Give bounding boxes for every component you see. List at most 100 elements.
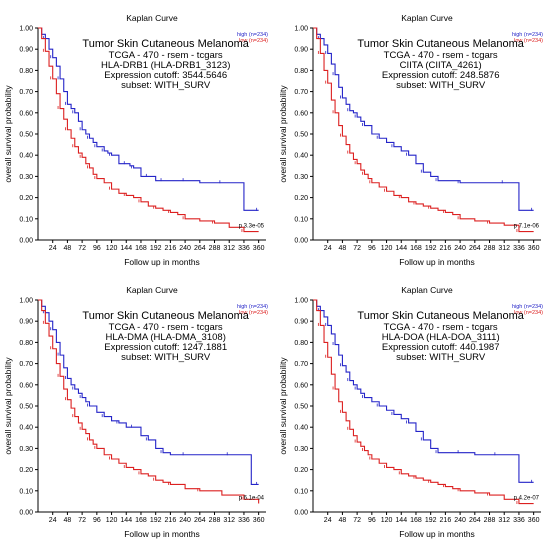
y-tick-label: 0.10 bbox=[19, 216, 33, 223]
legend-high: high (n=234) bbox=[512, 32, 543, 38]
y-tick-label: 0.20 bbox=[294, 195, 308, 202]
x-tick-label: 144 bbox=[120, 245, 132, 252]
x-tick-label: 336 bbox=[238, 517, 250, 524]
subtitle-line: Expression cutoff: 1247.1881 bbox=[104, 342, 227, 353]
x-axis-label: Follow up in months bbox=[399, 257, 475, 267]
x-tick-label: 288 bbox=[209, 517, 221, 524]
x-tick-label: 360 bbox=[253, 245, 265, 252]
x-tick-label: 216 bbox=[165, 245, 177, 252]
y-tick-label: 0.80 bbox=[294, 340, 308, 347]
y-tick-label: 0.80 bbox=[19, 340, 33, 347]
x-tick-label: 96 bbox=[93, 517, 101, 524]
x-tick-label: 216 bbox=[440, 517, 452, 524]
legend-low: low (n=234) bbox=[514, 310, 543, 316]
y-tick-label: 0.30 bbox=[294, 174, 308, 181]
y-tick-label: 0.10 bbox=[294, 488, 308, 495]
subtitle-cancer-type: Tumor Skin Cutaneous Melanoma bbox=[82, 38, 249, 50]
y-tick-label: 0.50 bbox=[294, 132, 308, 139]
y-tick-label: 0.30 bbox=[294, 446, 308, 453]
x-tick-label: 312 bbox=[223, 517, 235, 524]
p-value-label: p 7.1e-06 bbox=[514, 223, 540, 229]
y-axis-label: overall survival probability bbox=[3, 85, 13, 183]
y-tick-label: 0.70 bbox=[294, 361, 308, 368]
x-tick-label: 168 bbox=[410, 517, 422, 524]
x-tick-label: 168 bbox=[135, 245, 147, 252]
x-tick-label: 336 bbox=[513, 245, 525, 252]
x-tick-label: 24 bbox=[49, 517, 57, 524]
y-tick-label: 0.20 bbox=[19, 195, 33, 202]
x-tick-label: 264 bbox=[194, 245, 206, 252]
x-tick-label: 48 bbox=[64, 517, 72, 524]
series-high-curve bbox=[313, 27, 534, 211]
subtitle-line: Expression cutoff: 248.5876 bbox=[382, 70, 500, 81]
x-axis-label: Follow up in months bbox=[399, 529, 475, 539]
subtitle-line: HLA-DRB1 (HLA-DRB1_3123) bbox=[101, 60, 230, 71]
y-tick-label: 0.40 bbox=[19, 153, 33, 160]
chart-title: Kaplan Curve bbox=[126, 285, 178, 295]
subtitle-line: subset: WITH_SURV bbox=[396, 80, 486, 91]
x-tick-label: 264 bbox=[194, 517, 206, 524]
y-axis-label: overall survival probability bbox=[278, 357, 288, 455]
subtitle-line: HLA-DMA (HLA-DMA_3108) bbox=[105, 332, 225, 343]
y-tick-label: 0.90 bbox=[294, 319, 308, 326]
x-axis-label: Follow up in months bbox=[124, 529, 200, 539]
legend-high: high (n=234) bbox=[237, 304, 268, 310]
x-tick-label: 72 bbox=[353, 245, 361, 252]
subtitle-cancer-type: Tumor Skin Cutaneous Melanoma bbox=[357, 38, 524, 50]
x-tick-label: 192 bbox=[150, 517, 162, 524]
series-high-curve bbox=[38, 299, 259, 485]
y-tick-label: 0.10 bbox=[19, 488, 33, 495]
x-tick-label: 72 bbox=[78, 245, 86, 252]
y-tick-label: 0.20 bbox=[294, 467, 308, 474]
x-tick-label: 360 bbox=[528, 245, 540, 252]
x-axis-label: Follow up in months bbox=[124, 257, 200, 267]
y-tick-label: 0.90 bbox=[294, 47, 308, 54]
x-tick-label: 72 bbox=[353, 517, 361, 524]
y-tick-label: 0.50 bbox=[19, 132, 33, 139]
legend-high: high (n=234) bbox=[237, 32, 268, 38]
legend-high: high (n=234) bbox=[512, 304, 543, 310]
x-tick-label: 192 bbox=[150, 245, 162, 252]
x-tick-label: 192 bbox=[425, 245, 437, 252]
subtitle-line: Expression cutoff: 3544.5646 bbox=[104, 70, 227, 81]
y-tick-label: 0.80 bbox=[294, 68, 308, 75]
km-panel-hla-dma: Kaplan Curve 0.00 0.10 0.20 0.30 0.40 0.50 0.60… bbox=[0, 272, 275, 543]
x-tick-label: 96 bbox=[93, 245, 101, 252]
y-tick-label: 0.60 bbox=[294, 382, 308, 389]
subtitle-line: TCGA - 470 - rsem - tcgars bbox=[109, 50, 223, 61]
km-chart-svg: Kaplan Curve 0.00 0.10 0.20 0.30 0.40 0.50 0.60… bbox=[278, 285, 543, 539]
x-tick-label: 264 bbox=[469, 517, 481, 524]
x-tick-label: 264 bbox=[469, 245, 481, 252]
y-tick-label: 0.70 bbox=[294, 89, 308, 96]
y-tick-label: 0.00 bbox=[294, 238, 308, 245]
x-tick-label: 288 bbox=[209, 245, 221, 252]
y-tick-label: 1.00 bbox=[19, 298, 33, 305]
subtitle-line: Expression cutoff: 440.1987 bbox=[382, 342, 500, 353]
x-tick-label: 48 bbox=[339, 245, 347, 252]
x-tick-label: 168 bbox=[135, 517, 147, 524]
y-tick-label: 0.40 bbox=[294, 425, 308, 432]
x-tick-label: 312 bbox=[223, 245, 235, 252]
x-tick-label: 96 bbox=[368, 245, 376, 252]
x-tick-label: 360 bbox=[528, 517, 540, 524]
x-tick-label: 144 bbox=[395, 517, 407, 524]
y-tick-label: 0.30 bbox=[19, 446, 33, 453]
x-tick-label: 120 bbox=[106, 517, 118, 524]
x-tick-label: 360 bbox=[253, 517, 265, 524]
p-value-label: p 6.1e-04 bbox=[239, 495, 265, 501]
legend-low: low (n=234) bbox=[514, 38, 543, 44]
series-low-curve bbox=[38, 27, 259, 233]
x-tick-label: 288 bbox=[484, 517, 496, 524]
km-panel-hla-doa: Kaplan Curve 0.00 0.10 0.20 0.30 0.40 0.50 0.60… bbox=[275, 272, 550, 543]
x-tick-label: 336 bbox=[238, 245, 250, 252]
x-tick-label: 120 bbox=[381, 517, 393, 524]
x-tick-label: 24 bbox=[324, 245, 332, 252]
subtitle-line: TCGA - 470 - rsem - tcgars bbox=[384, 50, 498, 61]
y-tick-label: 0.40 bbox=[19, 425, 33, 432]
y-tick-label: 0.60 bbox=[294, 110, 308, 117]
subtitle-line: TCGA - 470 - rsem - tcgars bbox=[109, 322, 223, 333]
km-chart-svg: Kaplan Curve 0.00 0.10 0.20 0.30 0.40 0.50 0.60… bbox=[278, 13, 543, 267]
x-tick-label: 216 bbox=[440, 245, 452, 252]
y-tick-label: 0.60 bbox=[19, 110, 33, 117]
x-tick-label: 120 bbox=[381, 245, 393, 252]
